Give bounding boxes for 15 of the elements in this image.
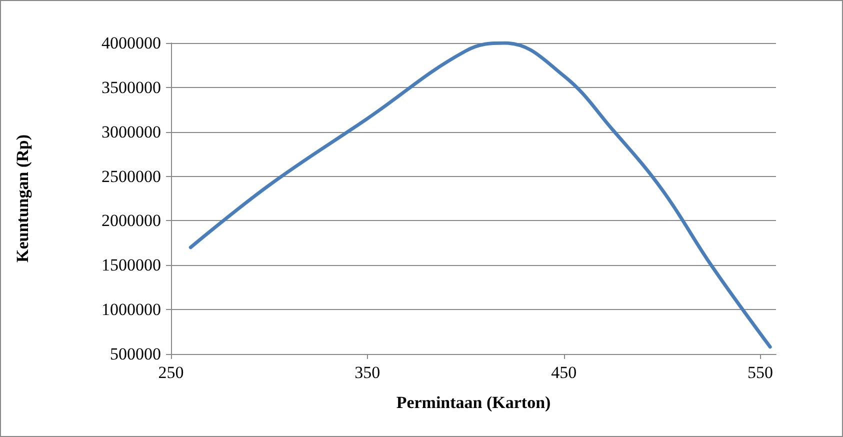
line-series: [188, 41, 772, 349]
x-tick-label: 450: [551, 363, 577, 382]
x-axis-title: Permintaan (Karton): [396, 393, 551, 412]
y-tick-label: 4000000: [102, 34, 161, 52]
y-tick-label: 500000: [110, 344, 161, 364]
y-axis-title: Keuntungan (Rp): [13, 134, 32, 263]
x-tick-label: 250: [158, 363, 184, 382]
y-tick-label: 2000000: [102, 211, 161, 230]
y-tick-label: 3000000: [102, 122, 161, 142]
x-tick-label: 550: [748, 363, 774, 382]
y-tick-label: 1000000: [102, 300, 161, 320]
x-tick-label: 350: [354, 363, 380, 382]
y-tick-label: 3500000: [102, 78, 161, 97]
y-tick-label: 2500000: [102, 166, 161, 186]
y-tick-label: 1500000: [102, 256, 161, 275]
